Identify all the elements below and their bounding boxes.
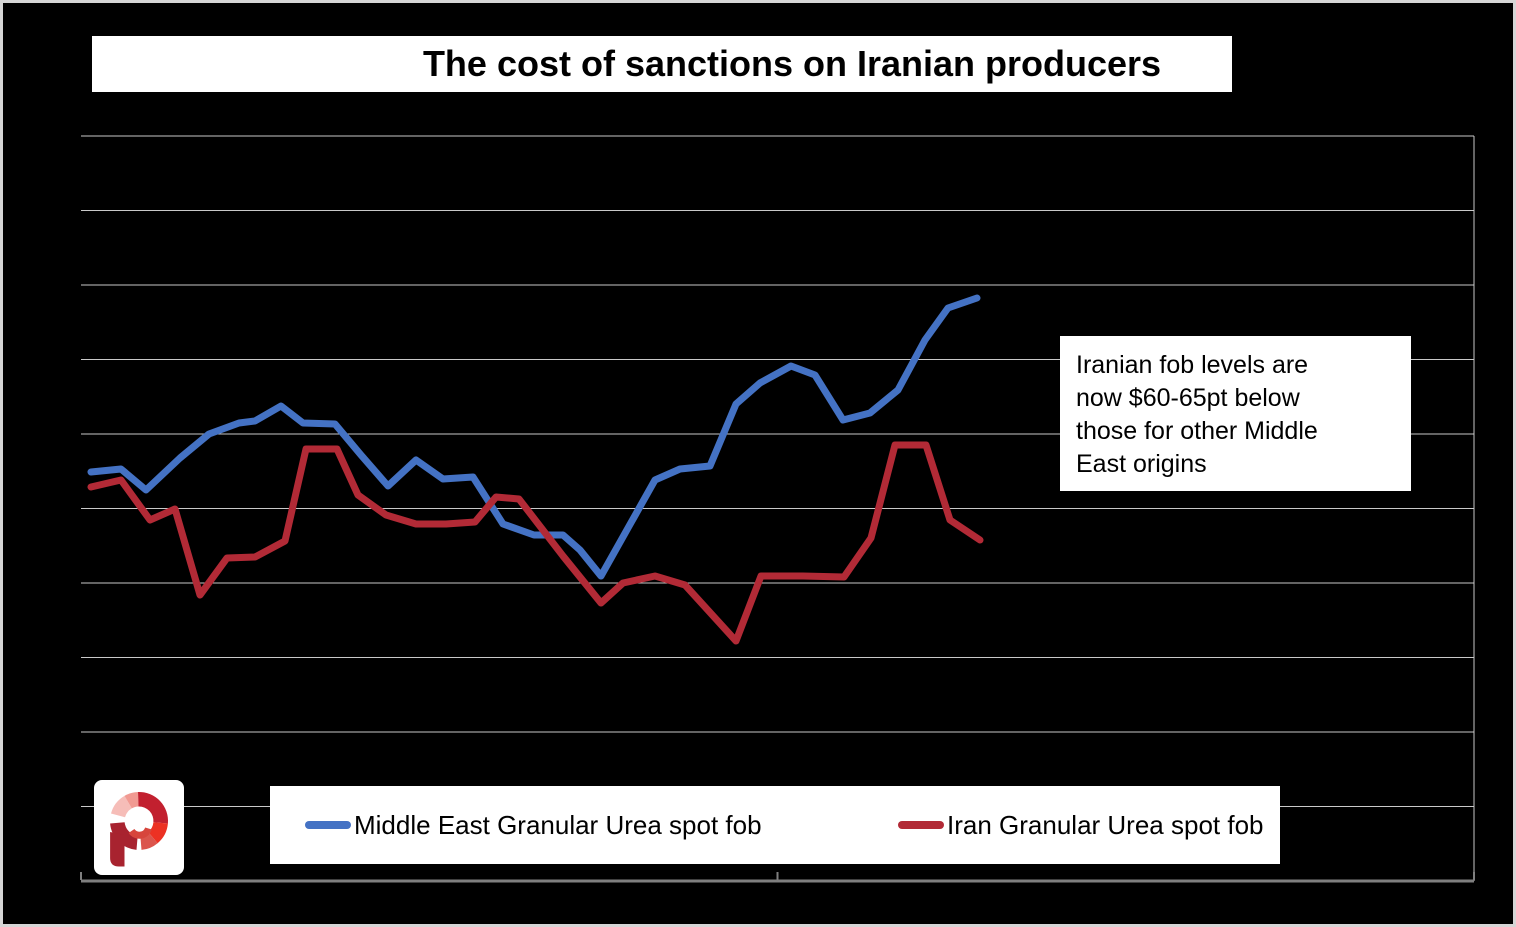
logo-seg-light-pink (111, 795, 132, 818)
series-line-red (87, 441, 984, 645)
legend-swatch-blue (305, 821, 351, 829)
logo-seg-dark-red (138, 791, 169, 824)
legend-label-middle-east: Middle East Granular Urea spot fob (354, 809, 762, 840)
legend-item-middle-east: Middle East Granular Urea spot fob (305, 786, 762, 864)
legend-item-iran: Iran Granular Urea spot fob (898, 786, 1264, 864)
annotation-box: Iranian fob levels are now $60-65pt belo… (1060, 336, 1411, 491)
plot-area (80, 135, 1475, 883)
annotation-text: Iranian fob levels are now $60-65pt belo… (1076, 351, 1318, 478)
legend-swatch-red (898, 821, 944, 829)
series-line-blue (87, 294, 981, 580)
logo-tail (110, 832, 125, 867)
legend-label-iran: Iran Granular Urea spot fob (947, 809, 1264, 840)
logo-seg-bright-red (148, 822, 168, 844)
logo-seg-pink (124, 792, 139, 809)
logo (94, 780, 184, 875)
legend: Middle East Granular Urea spot fob Iran … (270, 786, 1280, 864)
profercy-ring-icon (110, 791, 169, 867)
chart-title-bar: The cost of sanctions on Iranian produce… (92, 36, 1232, 92)
chart-title: The cost of sanctions on Iranian produce… (422, 43, 1162, 84)
logo-hook (128, 827, 152, 839)
